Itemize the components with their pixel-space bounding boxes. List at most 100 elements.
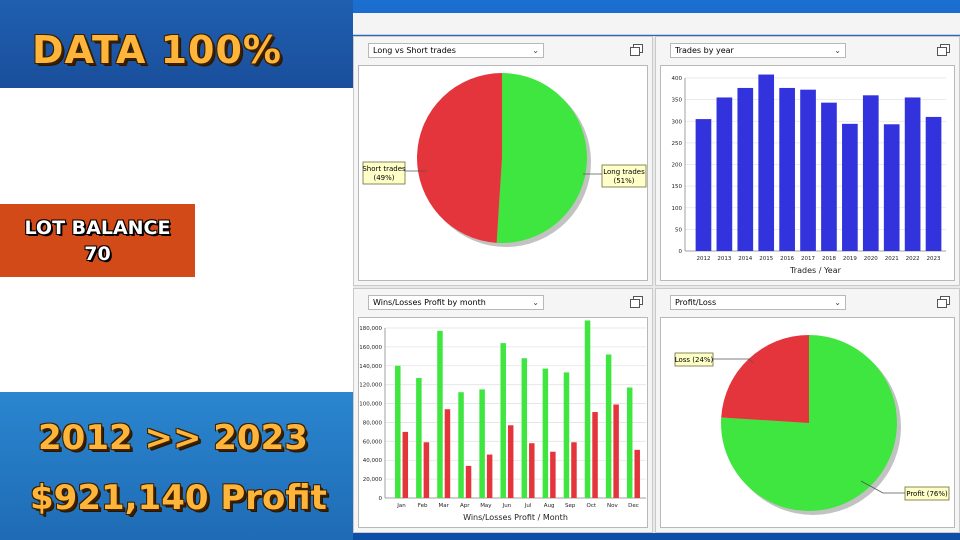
y-tick-label: 80,000 [363,420,383,426]
label-long-text: (51%) [613,177,634,185]
win-bar-Aug [542,368,549,498]
bar-chart-trades-by-year: 0 50 100 150 200 250 300 350 400 2012 2013 2014 2015… [672,74,946,275]
y-tick-label: 150 [672,184,683,190]
win-bar-Mar [437,330,443,498]
bar-2018 [821,102,837,251]
y-tick-label: 200 [672,163,683,169]
y-tick-label: 20,000 [363,477,383,483]
panel-header: Trades by year ⌄ [656,37,959,61]
y-tick-label: 0 [379,496,383,502]
x-tick-label: 2012 [696,256,710,262]
y-tick-label: 120,000 [359,383,382,389]
bar-2015 [758,74,775,251]
bar-2017 [800,89,816,252]
leader-loss [711,358,754,364]
loss-bar-Mar [444,409,451,498]
label-loss-box [674,352,714,367]
dropdown-value: Trades by year [675,46,734,55]
panel-header: Wins/Losses Profit by month ⌄ [354,289,652,313]
bar-2013 [716,97,733,252]
label-short-text: (49%) [373,174,394,182]
loss-bar-Sep [571,442,577,498]
win-bar-Apr [458,392,464,498]
pie-slice-short [417,73,502,243]
loss-bar-Oct [592,412,598,498]
loss-bar-Dec [634,449,640,498]
loss-bar-Jul [529,443,535,498]
y-tick-label: 300 [672,119,683,125]
expand-icon[interactable] [630,296,643,308]
label-long-text: Long trades [603,168,645,176]
x-tick-label: Feb [418,503,428,509]
bar-2020 [862,95,879,251]
loss-bar-Jan [402,431,409,498]
chevron-down-icon: ⌄ [532,298,539,307]
pie-chart-long-short: Short trades(49%) Long trades(51%) [362,73,647,247]
win-bar-May [479,389,485,498]
label-short-box [362,161,406,185]
x-tick-label: Jan [396,503,406,509]
y-tick-label: 250 [672,141,683,147]
loss-bar-Aug [550,451,556,498]
win-bar-Nov [605,354,612,498]
win-bar-Feb [416,378,422,498]
expand-icon[interactable] [630,44,643,56]
bar-2019 [842,123,858,251]
x-tick-label: 2017 [801,256,815,262]
chart-area: Loss (24%) Profit (76%) [660,317,955,528]
panel-profit-loss: Profit/Loss ⌄ Loss (24%) Profit (76%) [655,288,960,533]
promo-title: DATA 100% [32,28,283,72]
title-banner [0,0,353,88]
x-tick-label: Sep [565,503,576,509]
expand-icon[interactable] [937,44,950,56]
win-bar-Sep [563,372,570,498]
label-profit-box [904,486,950,501]
x-tick-label: Dec [628,503,639,509]
x-tick-label: 2019 [843,256,857,262]
dashboard: Long vs Short trades ⌄ Short trades (49%)… [353,36,960,533]
chart-type-dropdown[interactable]: Trades by year ⌄ [670,43,846,58]
chart-type-dropdown[interactable]: Profit/Loss ⌄ [670,295,846,310]
x-tick-label: 2021 [885,256,899,262]
profit-banner [0,392,353,540]
win-bar-Jul [521,358,528,498]
y-tick-label: 40,000 [363,458,383,464]
x-axis-title: Trades / Year [789,266,842,275]
panel-trades-by-year: Trades by year ⌄ 0 50 100 150 200 250 300 350 40… [655,36,960,286]
chart-type-dropdown[interactable]: Wins/Losses Profit by month ⌄ [368,295,544,310]
loss-bar-May [486,454,493,498]
bar-2012 [695,119,712,252]
x-tick-label: 2014 [738,256,752,262]
chart-area: 0 20,000 40,000 60,000 80,000 100,000 120,000 1… [358,317,648,528]
y-tick-label: 400 [672,76,683,82]
bar-2023 [925,116,942,251]
y-tick-label: 160,000 [359,345,382,351]
pie-chart-profit-loss: Loss (24%) Profit (76%) [674,335,950,515]
expand-icon[interactable] [937,296,950,308]
loss-bar-Apr [465,465,472,498]
dropdown-value: Wins/Losses Profit by month [373,298,486,307]
win-bar-Jun [500,343,506,498]
promo-years: 2012 >> 2023 [38,418,308,458]
dropdown-value: Long vs Short trades [373,46,456,55]
win-bar-Jan [395,365,401,498]
x-tick-label: 2015 [759,256,773,262]
x-tick-label: Nov [607,503,618,509]
pie-slice-loss [721,335,809,423]
bar-2022 [904,97,921,252]
label-short-text: Short trades [362,165,406,173]
x-tick-label: Mar [439,503,450,509]
panel-wins-losses-month: Wins/Losses Profit by month ⌄ 0 20,000 40,… [353,288,653,533]
x-tick-label: Aug [544,503,555,509]
bar-2021 [883,124,900,251]
bar-chart-wins-losses: 0 20,000 40,000 60,000 80,000 100,000 120,000 1… [359,320,646,522]
chart-area: 0 50 100 150 200 250 300 350 400 2012 2013 2014 2015… [660,65,955,281]
chart-type-dropdown[interactable]: Long vs Short trades ⌄ [368,43,544,58]
y-tick-label: 100 [672,206,683,212]
bar-2016 [779,87,795,251]
chevron-down-icon: ⌄ [834,46,841,55]
win-bar-Oct [584,320,591,498]
x-axis-title: Wins/Losses Profit / Month [463,513,568,522]
y-tick-label: 350 [672,98,683,104]
y-tick-label: 180,000 [359,326,382,332]
